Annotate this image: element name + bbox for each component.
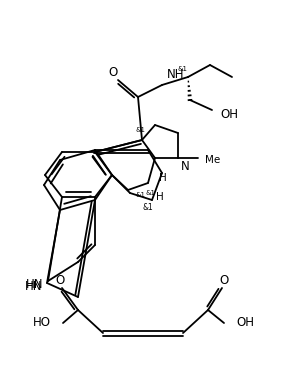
Text: &1: &1 — [145, 190, 155, 196]
Text: H: H — [159, 173, 167, 183]
Text: H: H — [156, 192, 164, 202]
Text: HO: HO — [33, 316, 51, 330]
Text: N: N — [181, 160, 190, 173]
Text: &1: &1 — [136, 192, 146, 198]
Text: OH: OH — [220, 108, 238, 120]
Text: &1: &1 — [135, 127, 145, 133]
Text: HN: HN — [24, 280, 42, 293]
Text: O: O — [219, 273, 229, 287]
Text: O: O — [55, 273, 65, 287]
Text: O: O — [108, 66, 118, 80]
Text: OH: OH — [236, 316, 254, 330]
Text: Me: Me — [205, 155, 220, 165]
Text: NH: NH — [167, 69, 185, 81]
Text: &1: &1 — [143, 204, 153, 212]
Text: HN: HN — [26, 277, 43, 291]
Text: &1: &1 — [178, 66, 188, 72]
